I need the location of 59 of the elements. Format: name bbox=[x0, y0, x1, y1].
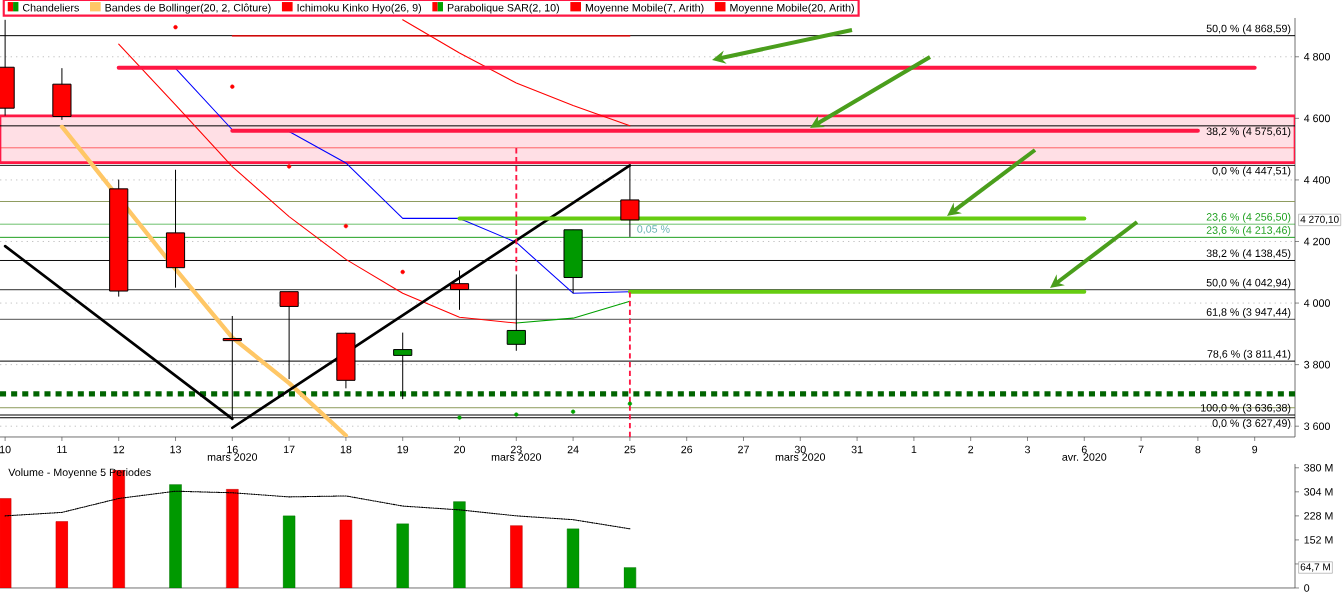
x-tick-label: 9 bbox=[1252, 445, 1258, 454]
ref-line-label: 0,0 % (4 447,51) bbox=[1212, 166, 1291, 177]
x-tick-label: 27 bbox=[738, 445, 749, 454]
legend-label: Parabolique SAR(2, 10) bbox=[447, 3, 559, 14]
ref-line-label: 50,0 % (4 042,94) bbox=[1206, 278, 1291, 289]
text: mars 2020 bbox=[207, 453, 258, 461]
x-tick-label: 19 bbox=[397, 445, 409, 454]
x-tick-label: 17 bbox=[284, 445, 295, 454]
x-tick-label: 16 bbox=[227, 445, 238, 454]
legend-label: Ichimoku Kinko Hyo(26, 9) bbox=[297, 3, 422, 14]
x-tick-label: 30 bbox=[794, 445, 806, 454]
x-tick-label: 18 bbox=[340, 445, 352, 454]
text: mars 2020 bbox=[775, 453, 826, 461]
x-tick-label: 10 bbox=[0, 445, 11, 454]
x-tick-label: 26 bbox=[681, 445, 693, 454]
ref-line-label: 23,6 % (4 256,50) bbox=[1206, 212, 1291, 223]
x-tick-label: 23 bbox=[510, 445, 522, 454]
y-tick-label: 4 000 bbox=[1303, 299, 1330, 307]
ref-line-label: 78,6 % (3 811,41) bbox=[1207, 349, 1291, 360]
text: mars 2020 bbox=[491, 453, 542, 461]
y-tick-label: 0 bbox=[1304, 584, 1310, 592]
x-tick-label: 20 bbox=[454, 445, 466, 454]
text: 4 270,10 bbox=[1300, 215, 1339, 225]
text: 64,7 M bbox=[1300, 563, 1330, 572]
x-tick-label: 1 bbox=[911, 445, 917, 454]
legend-label: Chandeliers bbox=[22, 3, 79, 12]
y-tick-label: 4 800 bbox=[1303, 53, 1330, 61]
x-tick-label: 8 bbox=[1195, 445, 1201, 454]
x-tick-label: 11 bbox=[57, 445, 67, 454]
x-tick-label: 25 bbox=[624, 445, 636, 454]
y-tick-label: 4 200 bbox=[1303, 237, 1330, 246]
x-tick-label: 6 bbox=[1081, 445, 1087, 454]
x-tick-label: 2 bbox=[968, 445, 974, 454]
x-tick-label: 24 bbox=[567, 445, 579, 454]
y-tick-label: 3 800 bbox=[1304, 360, 1330, 369]
text: avr. 2020 bbox=[1062, 453, 1107, 461]
annotation: 0,05 % bbox=[637, 225, 670, 235]
x-tick-label: 13 bbox=[170, 445, 181, 454]
x-tick-label: 12 bbox=[113, 445, 125, 454]
ref-line-label: 100,0 % (3 636,38) bbox=[1201, 403, 1291, 414]
ref-line-label: 61,8 % (3 947,44) bbox=[1206, 307, 1291, 318]
x-tick-label: 31 bbox=[851, 445, 863, 454]
x-tick-label: 3 bbox=[1024, 445, 1030, 454]
y-tick-label: 4 400 bbox=[1303, 176, 1330, 184]
y-tick-label: 152 M bbox=[1304, 536, 1333, 544]
ref-line-label: 38,2 % (4 575,61) bbox=[1206, 127, 1291, 138]
y-tick-label: 4 600 bbox=[1303, 114, 1330, 123]
y-tick-label: 380 M bbox=[1304, 464, 1333, 472]
legend-label: Moyenne Mobile(7, Arith) bbox=[585, 3, 704, 14]
ref-line-label: 38,2 % (4 138,45) bbox=[1206, 249, 1291, 260]
legend-label: Moyenne Mobile(20, Arith) bbox=[730, 3, 854, 14]
ref-line-label: 50,0 % (4 868,59) bbox=[1206, 24, 1291, 35]
y-tick-label: 304 M bbox=[1304, 488, 1333, 496]
y-tick-label: 228 M bbox=[1304, 512, 1333, 520]
y-tick-label: 3 600 bbox=[1304, 422, 1330, 430]
x-tick-label: 7 bbox=[1138, 445, 1144, 454]
ref-line-label: 0,0 % (3 627,49) bbox=[1212, 419, 1291, 430]
legend-label: Bandes de Bollinger(20, 2, Clôture) bbox=[105, 3, 271, 14]
ref-line-label: 23,6 % (4 213,46) bbox=[1206, 226, 1291, 237]
